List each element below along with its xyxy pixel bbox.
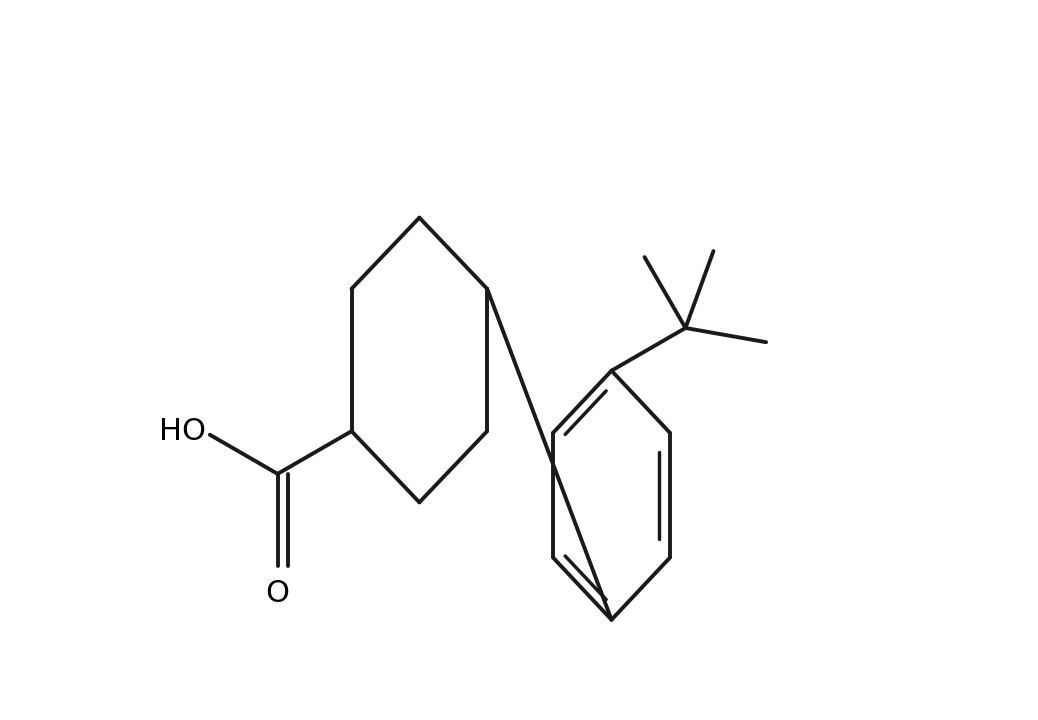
- Text: HO: HO: [159, 417, 207, 446]
- Text: O: O: [266, 579, 290, 608]
